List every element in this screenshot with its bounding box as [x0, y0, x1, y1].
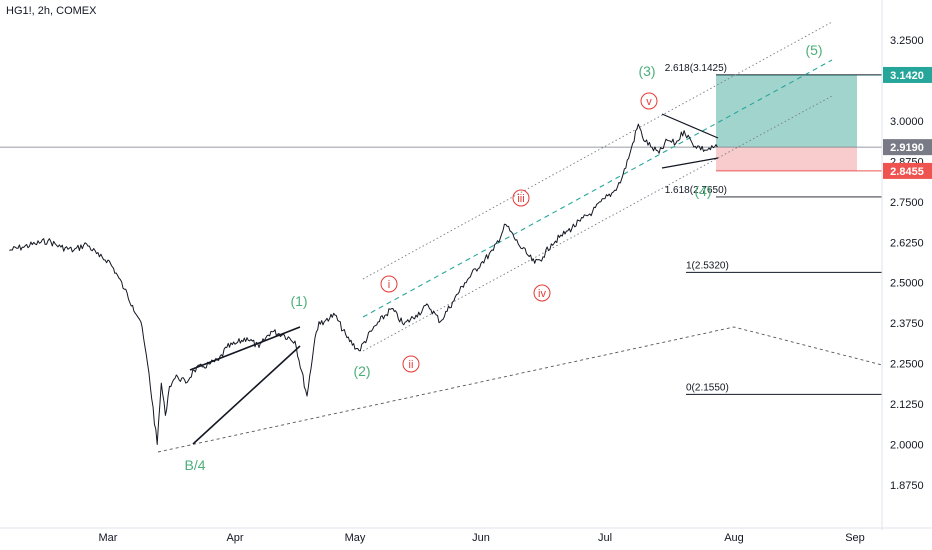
wave-label-minor: iv: [538, 288, 546, 300]
target-zone: [716, 74, 857, 148]
x-tick-label: May: [345, 532, 366, 544]
wave-label-minor-circle: [402, 355, 420, 373]
price-tag-label: 2.8455: [890, 166, 924, 178]
x-tick-label: Sep: [845, 532, 865, 544]
y-tick-label: 1.8750: [890, 480, 924, 492]
wave-label-primary: (3): [638, 63, 655, 79]
price-line: [9, 123, 718, 445]
wave-label-primary: B/4: [184, 457, 205, 473]
price-tag-box: [883, 162, 932, 179]
pennant-lower-line: [661, 157, 719, 169]
support-trendline: [157, 326, 883, 453]
wave-label-minor-circle: [512, 189, 530, 207]
x-tick-label: Apr: [226, 532, 243, 544]
price-tag-label: 3.1420: [890, 70, 924, 82]
price-tags: 3.1420 2.9190 2.8455: [883, 66, 932, 179]
wave-label-minor-circle: [640, 92, 658, 110]
y-tick-label: 3.0000: [890, 116, 924, 128]
x-tick-label: Aug: [724, 532, 744, 544]
price-tag-box: [883, 66, 932, 83]
wave-label-minor: iii: [517, 193, 524, 205]
wave-label-primary: (2): [353, 363, 370, 379]
wave-label-primary: (4): [694, 183, 711, 199]
fib-level-label: 2.618(3.1425): [665, 63, 727, 74]
fib-level-label: 0(2.1550): [686, 382, 729, 393]
price-tag-stop: 2.8455: [883, 162, 932, 179]
wave-label-minor: v: [646, 96, 652, 108]
channel-lower-line: [362, 95, 833, 352]
price-tag-box: [883, 139, 932, 156]
channel-mid-line: [362, 59, 833, 318]
y-tick-label: 2.7500: [890, 197, 924, 209]
wave-label-primary: (1): [290, 293, 307, 309]
channel-upper-line: [362, 21, 833, 280]
wave-label-minor-circle: [380, 275, 398, 293]
wedge-lower-line: [192, 345, 301, 445]
wave-label-minor: i: [388, 279, 390, 291]
symbol-title: HG1!, 2h, COMEX: [6, 5, 97, 17]
x-tick-label: Jul: [598, 532, 612, 544]
y-tick-label: 2.3750: [890, 318, 924, 330]
x-tick-label: Mar: [99, 532, 118, 544]
fib-level-label: 1(2.5320): [686, 260, 729, 271]
y-tick-label: 2.6250: [890, 237, 924, 249]
stop-zone: [716, 147, 857, 171]
trade-zones: [716, 74, 882, 172]
y-tick-label: 2.2500: [890, 359, 924, 371]
pennant-upper-line: [661, 113, 719, 139]
y-tick-label: 2.1250: [890, 399, 924, 411]
x-tick-label: Jun: [472, 532, 490, 544]
wave-label-primary: (5): [805, 42, 822, 58]
y-tick-label: 2.0000: [890, 440, 924, 452]
y-tick-label: 2.5000: [890, 278, 924, 290]
price-tag-target: 3.1420: [883, 66, 932, 83]
fib-level-label: 1.618(2.7650): [665, 185, 727, 196]
analysis-lines: 2.618(3.1425) 1.618(2.7650) 1(2.5320) 0(2.1…: [0, 21, 883, 453]
price-tag-current: 2.9190: [883, 139, 932, 156]
price-series: [9, 123, 718, 445]
wave-label-minor-circle: [533, 284, 551, 302]
y-tick-label: 3.2500: [890, 35, 924, 47]
wave-label-minor: ii: [409, 359, 414, 371]
wedge-upper-line: [189, 326, 301, 371]
price-tag-label: 2.9190: [890, 142, 924, 154]
